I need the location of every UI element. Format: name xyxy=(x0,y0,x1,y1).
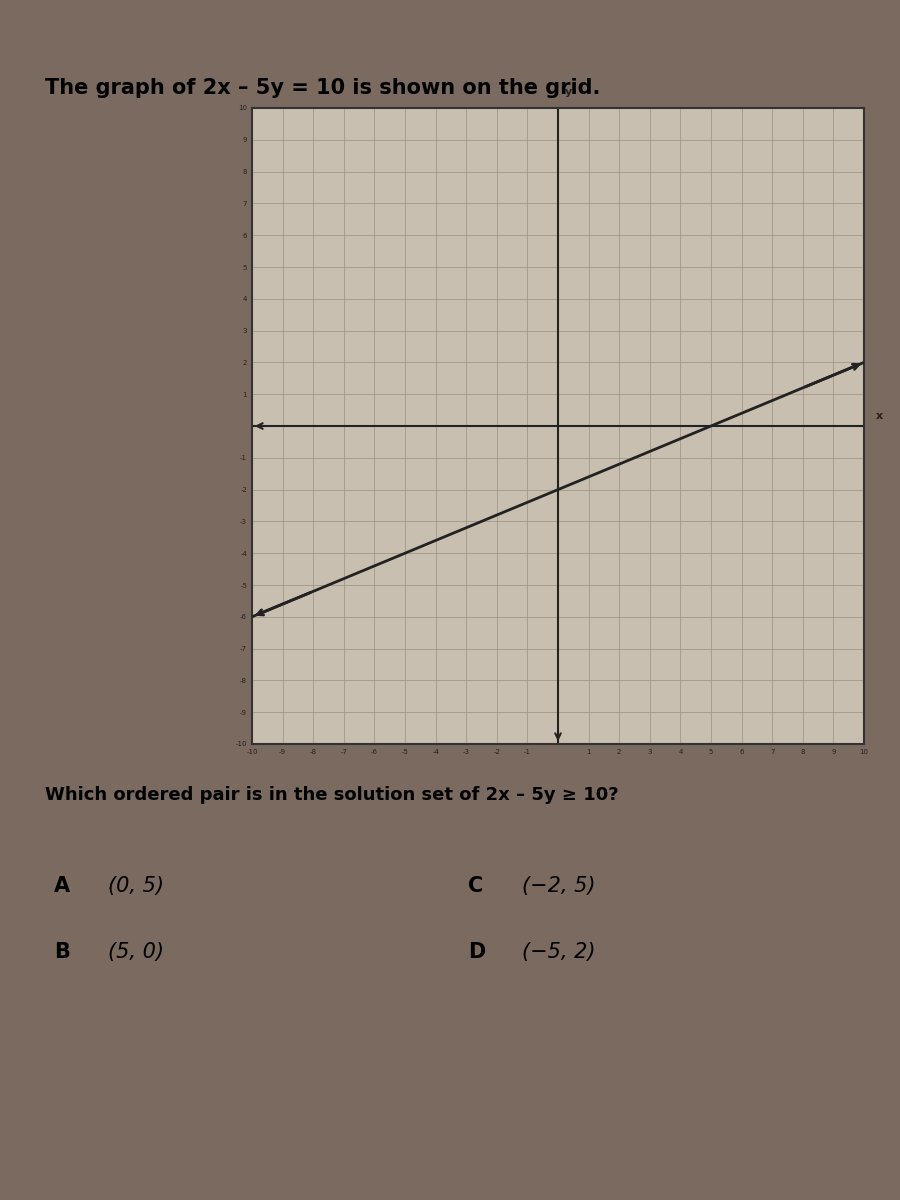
Text: D: D xyxy=(468,942,485,962)
Text: Which ordered pair is in the solution set of 2x – 5y ≥ 10?: Which ordered pair is in the solution se… xyxy=(45,786,618,804)
Text: (0, 5): (0, 5) xyxy=(108,876,164,896)
Text: (5, 0): (5, 0) xyxy=(108,942,164,962)
Text: A: A xyxy=(54,876,70,896)
Text: (−5, 2): (−5, 2) xyxy=(522,942,596,962)
Text: (−2, 5): (−2, 5) xyxy=(522,876,596,896)
Text: B: B xyxy=(54,942,70,962)
Text: x: x xyxy=(876,412,883,421)
Text: y: y xyxy=(565,88,572,97)
Text: The graph of 2x – 5y = 10 is shown on the grid.: The graph of 2x – 5y = 10 is shown on th… xyxy=(45,78,600,98)
Text: C: C xyxy=(468,876,483,896)
